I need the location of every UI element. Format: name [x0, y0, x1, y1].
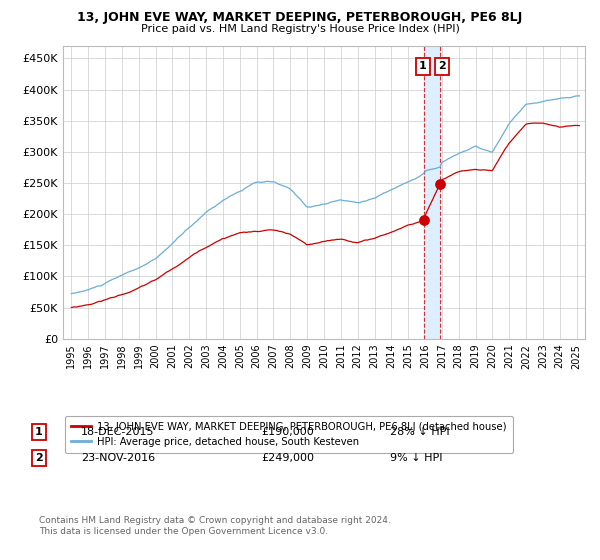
Text: 1: 1: [419, 62, 427, 72]
Text: 2: 2: [438, 62, 446, 72]
Text: Price paid vs. HM Land Registry's House Price Index (HPI): Price paid vs. HM Land Registry's House …: [140, 24, 460, 34]
Text: 28% ↓ HPI: 28% ↓ HPI: [390, 427, 449, 437]
Text: 13, JOHN EVE WAY, MARKET DEEPING, PETERBOROUGH, PE6 8LJ: 13, JOHN EVE WAY, MARKET DEEPING, PETERB…: [77, 11, 523, 24]
Text: £249,000: £249,000: [261, 453, 314, 463]
Text: 23-NOV-2016: 23-NOV-2016: [81, 453, 155, 463]
Text: 2: 2: [35, 453, 43, 463]
Legend: 13, JOHN EVE WAY, MARKET DEEPING, PETERBOROUGH, PE6 8LJ (detached house), HPI: A: 13, JOHN EVE WAY, MARKET DEEPING, PETERB…: [65, 416, 513, 452]
Text: 18-DEC-2015: 18-DEC-2015: [81, 427, 155, 437]
Text: Contains HM Land Registry data © Crown copyright and database right 2024.
This d: Contains HM Land Registry data © Crown c…: [39, 516, 391, 536]
Text: £190,000: £190,000: [261, 427, 314, 437]
Point: [419, 216, 429, 225]
Text: 9% ↓ HPI: 9% ↓ HPI: [390, 453, 443, 463]
Point: [436, 179, 445, 188]
Text: 1: 1: [35, 427, 43, 437]
Bar: [424, 46, 440, 339]
